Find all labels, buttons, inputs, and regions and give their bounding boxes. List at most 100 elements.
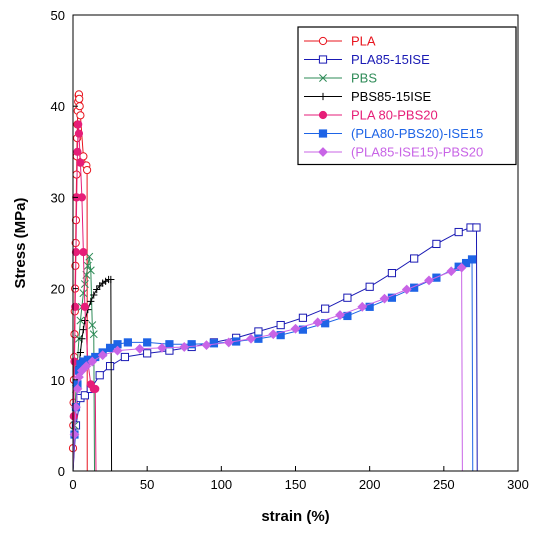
data-point <box>79 289 88 298</box>
data-point <box>134 343 145 354</box>
ticks-layer: 0 50 100 150 200 250 300 0 10 20 30 40 50 <box>51 8 529 492</box>
data-point <box>387 268 397 278</box>
legend-label: PBS <box>351 71 377 86</box>
data-point <box>112 345 123 356</box>
data-point <box>79 248 88 257</box>
data-point <box>87 297 95 305</box>
x-tick-label: 0 <box>69 477 76 492</box>
data-point <box>80 280 89 288</box>
data-point <box>76 348 85 357</box>
y-tick-label: 50 <box>51 8 65 23</box>
data-point <box>298 313 308 322</box>
data-point <box>85 252 94 261</box>
data-point <box>401 284 412 295</box>
data-point <box>379 293 390 304</box>
data-point <box>74 120 83 129</box>
data-point <box>107 275 115 284</box>
data-point <box>424 275 434 286</box>
legend-marker <box>318 147 328 157</box>
data-point <box>209 339 219 348</box>
y-tick-label: 40 <box>51 99 65 114</box>
data-point <box>74 129 84 138</box>
data-point <box>467 255 477 264</box>
legend-label: PLA <box>351 34 376 49</box>
data-point <box>73 147 82 156</box>
data-point <box>143 349 152 358</box>
y-axis-title: Stress (MPa) <box>12 198 29 289</box>
legend-entry-pla85-15ise: PLA85-15ISE <box>304 52 430 67</box>
legend-marker <box>318 55 328 64</box>
legend-entry-pla-80-pbs20: PLA 80-PBS20 <box>304 108 438 123</box>
data-point <box>75 94 84 104</box>
data-point <box>143 338 152 347</box>
data-point <box>223 337 234 348</box>
data-point <box>89 330 98 339</box>
data-point <box>97 350 108 361</box>
legend-label: PBS85-15ISE <box>351 89 432 104</box>
data-point <box>187 340 196 349</box>
data-point <box>81 361 92 372</box>
data-point <box>312 317 323 328</box>
x-axis-title: strain (%) <box>261 508 329 525</box>
data-point <box>179 342 190 352</box>
data-point <box>335 310 345 320</box>
legend-label: PLA85-15ISE <box>351 52 430 67</box>
data-point <box>446 266 457 277</box>
y-tick-label: 20 <box>51 282 65 297</box>
data-point <box>69 429 80 440</box>
y-tick-label: 30 <box>51 190 65 205</box>
data-point <box>276 320 285 330</box>
data-point <box>432 239 441 249</box>
legend-entry-pbs: PBS <box>304 71 377 86</box>
data-point <box>157 342 167 353</box>
y-tick-label: 10 <box>51 373 65 388</box>
data-point <box>105 362 115 371</box>
x-tick-label: 250 <box>433 477 455 492</box>
x-tick-label: 150 <box>285 477 307 492</box>
data-point <box>201 340 212 351</box>
data-point <box>410 254 419 263</box>
data-point <box>99 279 107 287</box>
data-point <box>71 421 81 430</box>
data-point <box>93 285 101 294</box>
legend-entry-pla: PLA <box>304 34 376 49</box>
data-point <box>357 301 368 312</box>
data-point <box>78 335 86 343</box>
data-point <box>246 333 256 344</box>
legend-label: PLA 80-PBS20 <box>351 108 438 123</box>
data-point <box>105 343 115 352</box>
legend-marker <box>318 36 328 46</box>
legend-entry-pla80-pbs20-ise15: (PLA80-PBS20)-ISE15 <box>304 126 483 141</box>
labels-layer: strain (%) Stress (MPa) <box>12 198 330 525</box>
legend-label: (PLA85-ISE15)-PBS20 <box>351 145 483 160</box>
data-point <box>76 111 85 120</box>
data-point <box>80 302 89 311</box>
data-point <box>472 223 481 232</box>
data-point <box>80 391 89 400</box>
data-point <box>87 356 98 367</box>
data-point <box>254 327 263 336</box>
legend-entry-pbs85-15ise: PBS85-15ISE <box>304 89 432 104</box>
data-point <box>290 323 301 334</box>
x-tick-label: 300 <box>507 477 529 492</box>
data-point <box>268 329 279 340</box>
legend-marker <box>318 110 328 120</box>
legend-marker <box>318 129 328 138</box>
x-tick-label: 100 <box>210 477 232 492</box>
legend-entry-pla85-ise15-pbs20: (PLA85-ISE15)-PBS20 <box>304 145 483 160</box>
data-point <box>74 372 84 382</box>
data-point <box>456 262 467 273</box>
legend-label: (PLA80-PBS20)-ISE15 <box>351 126 483 141</box>
legend: PLA PLA85-15ISE PBS PBS85-15ISE PLA 80-PBS20… <box>297 26 517 166</box>
data-point <box>76 316 85 325</box>
data-point <box>86 266 95 275</box>
legend-marker <box>319 74 327 82</box>
y-tick-label: 0 <box>58 464 65 479</box>
data-point <box>123 338 132 347</box>
data-point <box>120 352 130 362</box>
data-point <box>77 193 87 202</box>
data-point <box>81 316 89 325</box>
data-point <box>72 384 83 394</box>
data-point <box>76 158 85 167</box>
